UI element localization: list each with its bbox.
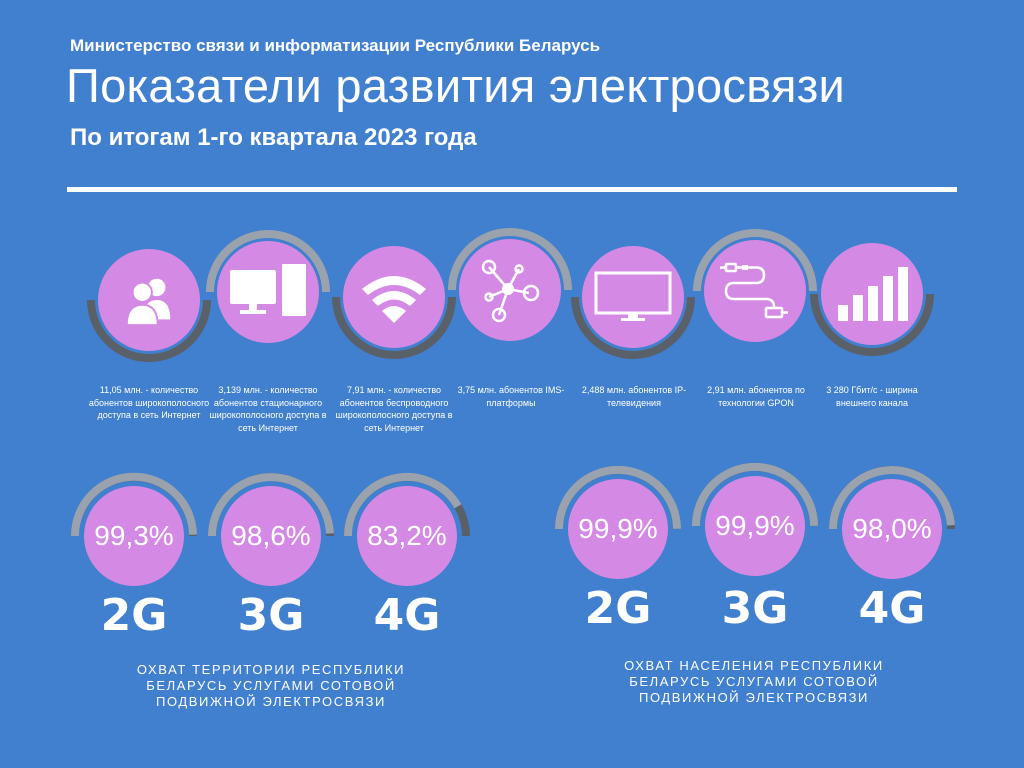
population-gauge-4g: 98,0% (827, 464, 957, 594)
indicator-broadband (85, 236, 213, 364)
gauge-value: 98,0% (852, 513, 932, 544)
generation-label: 4G (373, 590, 441, 641)
indicator-gpon (691, 227, 819, 355)
gauge-badge: 99,9% (568, 479, 668, 579)
territory-gauge-3g: 98,6% (206, 471, 336, 601)
indicator-caption: 2,91 млн. абонентов по технологии GPON (707, 385, 805, 408)
indicator-caption: 3 280 Гбит/с - ширина внешнего канала (826, 385, 918, 408)
indicator-badge (217, 241, 319, 343)
indicator-badge (343, 246, 445, 348)
territory-gauge-2g: 99,3% (69, 471, 199, 601)
gauge-badge: 98,0% (842, 479, 942, 579)
indicator-caption: 3,139 млн. - количество абонентов стацио… (209, 385, 327, 433)
ministry-name: Министерство связи и информатизации Респ… (70, 36, 601, 55)
indicator-iptv (569, 233, 697, 361)
population-coverage-label: ОХВАТ НАСЕЛЕНИЯ РЕСПУБЛИКИ БЕЛАРУСЬ УСЛУ… (624, 658, 884, 705)
gauge-fill (691, 462, 818, 527)
indicator-badge (704, 240, 806, 342)
indicator-caption: 2,488 млн. абонентов IP-телевидения (581, 385, 687, 408)
gauge-fill (208, 473, 334, 537)
page-title: Показатели развития электросвязи (66, 59, 846, 112)
indicator-wireless-broadband (330, 233, 458, 361)
gauge-value: 99,9% (715, 510, 795, 541)
indicator-badge (459, 239, 561, 341)
territory-coverage-label: ОХВАТ ТЕРРИТОРИИ РЕСПУБЛИКИ БЕЛАРУСЬ УСЛ… (136, 662, 406, 709)
population-gauge-2g: 99,9% (553, 464, 683, 594)
generation-label: 2G (584, 583, 652, 634)
indicator-external-channel (808, 230, 936, 358)
gauge-fill (554, 465, 681, 530)
gauge-value: 98,6% (231, 520, 311, 551)
generation-label: 2G (100, 590, 168, 641)
indicator-fixed-broadband (204, 228, 332, 356)
gauge-value: 83,2% (367, 520, 447, 551)
header-divider (67, 187, 957, 192)
gauge-value: 99,3% (94, 520, 174, 551)
generation-label: 3G (721, 583, 789, 634)
population-gauge-3g: 99,9% (690, 461, 820, 591)
users-icon (125, 278, 171, 327)
network-nodes-icon (481, 259, 540, 323)
gauge-fill (70, 472, 197, 537)
gauge-badge: 99,3% (84, 486, 184, 586)
page-subtitle: По итогам 1-го квартала 2023 года (70, 124, 477, 151)
indicator-caption: 11,05 млн. - количество абонентов широко… (88, 385, 210, 420)
gauge-badge: 99,9% (705, 476, 805, 576)
cable-icon (720, 262, 788, 319)
generation-label: 4G (858, 583, 926, 634)
gauge-badge: 98,6% (221, 486, 321, 586)
indicator-badge (98, 249, 200, 351)
gauge-fill (344, 473, 462, 537)
gauge-badge: 83,2% (357, 486, 457, 586)
generation-label: 3G (237, 590, 305, 641)
indicator-caption: 3,75 млн. абонентов IMS-платформы (457, 385, 565, 408)
indicator-badge (821, 243, 923, 345)
indicator-caption: 7,91 млн. - количество абонентов беспров… (335, 385, 453, 433)
computer-icon (230, 264, 306, 316)
territory-gauge-4g: 83,2% (342, 471, 472, 601)
tv-monitor-icon (594, 271, 672, 321)
gauge-fill (829, 466, 955, 530)
indicator-ims (446, 226, 574, 354)
indicator-badge (582, 246, 684, 348)
signal-bars-icon (838, 267, 908, 321)
wifi-icon (362, 276, 426, 323)
gauge-value: 99,9% (578, 513, 658, 544)
